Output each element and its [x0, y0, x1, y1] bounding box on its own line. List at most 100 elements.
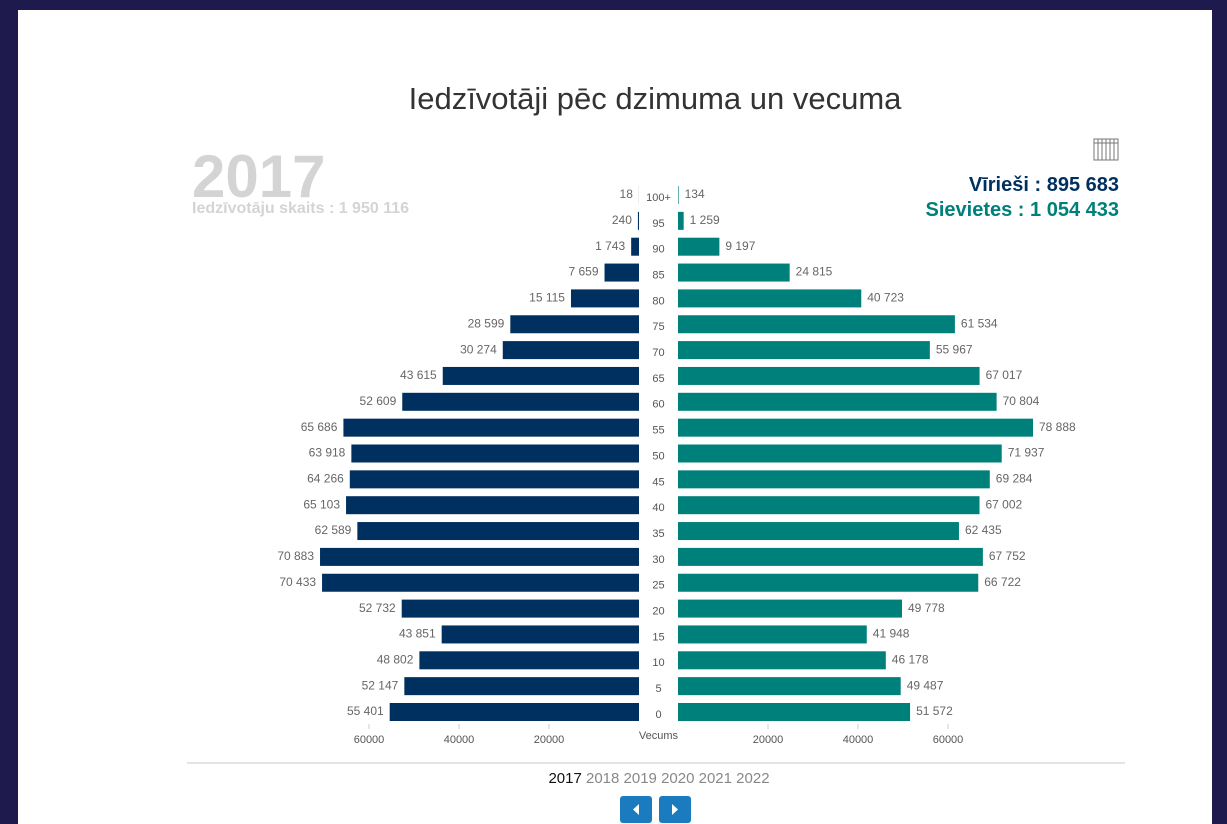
value-label: 28 599 [468, 316, 505, 330]
x-tick-label: 60000 [933, 734, 964, 746]
bar [678, 599, 903, 618]
x-tick-label: 40000 [843, 734, 874, 746]
legend-total: 1 054 433 [1030, 199, 1119, 221]
legend-name: Sievietes [926, 199, 1013, 221]
bar [442, 366, 639, 385]
bar [404, 677, 639, 696]
bar [678, 366, 980, 385]
bar [678, 186, 679, 204]
age-label: 5 [655, 683, 661, 695]
year-option[interactable]: 2022 [736, 770, 769, 787]
age-label: 60 [652, 399, 664, 411]
value-label: 67 017 [986, 368, 1023, 382]
year-option[interactable]: 2020 [661, 770, 694, 787]
bar [678, 522, 959, 541]
value-label: 70 804 [1003, 394, 1040, 408]
x-tick-label: 40000 [444, 734, 475, 746]
value-label: 240 [612, 213, 632, 227]
chart-title: Iedzīvotāji pēc dzimuma un vecuma [409, 81, 903, 116]
year-option[interactable]: 2019 [624, 770, 657, 787]
bar [678, 289, 862, 308]
age-label: 25 [652, 580, 664, 592]
x-axis-label: Vecums [639, 730, 679, 742]
bar [678, 341, 930, 360]
next-button[interactable] [659, 796, 691, 823]
bar [678, 444, 1002, 463]
value-label: 30 274 [460, 342, 497, 356]
value-label: 15 115 [529, 291, 565, 305]
value-label: 63 918 [309, 446, 346, 460]
prev-button[interactable] [620, 796, 652, 823]
value-label: 70 433 [279, 575, 316, 589]
value-label: 49 778 [908, 601, 945, 615]
year-selector: 2017 2018 2019 2020 2021 2022 [548, 770, 769, 787]
age-label: 30 [652, 554, 664, 566]
value-label: 66 722 [984, 575, 1021, 589]
bar [357, 522, 639, 541]
bar [604, 263, 639, 282]
value-label: 55 967 [936, 342, 973, 356]
bar [441, 625, 639, 644]
legend-separator: : [1029, 174, 1047, 196]
value-label: 55 401 [347, 704, 384, 718]
age-label: 65 [652, 373, 664, 385]
value-label: 52 609 [360, 394, 397, 408]
legend-entry: Sievietes : 1 054 433 [926, 199, 1120, 221]
value-label: 51 572 [916, 704, 953, 718]
value-label: 78 888 [1039, 420, 1076, 434]
bar [678, 263, 790, 282]
value-label: 43 615 [400, 368, 437, 382]
bar [389, 703, 639, 721]
bar [349, 470, 639, 489]
value-label: 61 534 [961, 316, 998, 330]
bar [678, 470, 990, 489]
bar [637, 211, 639, 230]
value-label: 18 [620, 187, 634, 201]
age-label: 0 [655, 709, 661, 721]
value-label: 69 284 [996, 472, 1033, 486]
value-label: 62 435 [965, 523, 1002, 537]
year-option[interactable]: 2021 [699, 770, 732, 787]
table-icon[interactable] [1093, 138, 1119, 161]
value-label: 7 659 [569, 265, 599, 279]
value-label: 40 723 [867, 291, 904, 305]
age-label: 100+ [646, 192, 671, 204]
age-label: 45 [652, 476, 664, 488]
value-label: 64 266 [307, 472, 344, 486]
value-label: 9 197 [725, 239, 755, 253]
bar [678, 625, 867, 644]
age-label: 20 [652, 606, 664, 618]
year-option[interactable]: 2018 [586, 770, 619, 787]
legend-total: 895 683 [1047, 174, 1119, 196]
bar [678, 677, 901, 696]
value-label: 70 883 [277, 549, 314, 563]
year-option[interactable]: 2017 [548, 770, 581, 787]
bar [678, 211, 684, 230]
value-label: 52 147 [362, 678, 399, 692]
bar [322, 573, 639, 592]
value-label: 134 [685, 187, 705, 201]
legend-separator: : [1012, 199, 1030, 221]
age-label: 35 [652, 528, 664, 540]
value-label: 67 752 [989, 549, 1026, 563]
value-label: 41 948 [873, 627, 910, 641]
legend-entry: Vīrieši : 895 683 [969, 174, 1119, 196]
bar [401, 599, 639, 618]
age-label: 90 [652, 244, 664, 256]
value-label: 52 732 [359, 601, 396, 615]
bar [678, 573, 979, 592]
panel [18, 10, 1212, 824]
bar [678, 547, 983, 566]
value-label: 71 937 [1008, 446, 1045, 460]
value-label: 43 851 [399, 627, 436, 641]
bar [678, 392, 997, 411]
age-label: 95 [652, 218, 664, 230]
bar [678, 496, 980, 515]
value-label: 49 487 [907, 678, 944, 692]
year-watermark: 2017 [192, 143, 325, 210]
bar [631, 237, 639, 256]
age-label: 15 [652, 631, 664, 643]
age-label: 10 [652, 657, 664, 669]
age-label: 75 [652, 321, 664, 333]
